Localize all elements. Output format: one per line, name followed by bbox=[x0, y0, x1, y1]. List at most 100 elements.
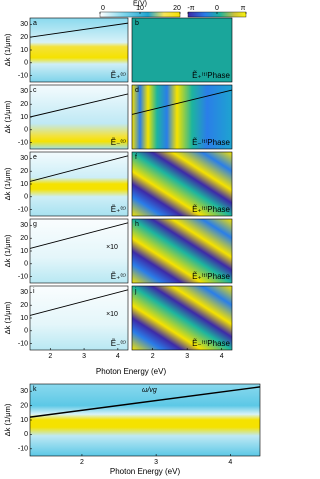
panel-letter: g bbox=[33, 221, 37, 228]
y-tick-label: 30 bbox=[20, 388, 28, 395]
panel-frame bbox=[131, 151, 233, 217]
y-tick-label: -10 bbox=[18, 273, 28, 280]
panel-letter: c bbox=[33, 87, 37, 94]
x-axis-label: Photon Energy (eV) bbox=[110, 467, 181, 476]
heatmap bbox=[30, 85, 128, 149]
heatmap bbox=[132, 152, 232, 216]
y-tick-label: 20 bbox=[20, 235, 28, 242]
x-tick-label: 3 bbox=[185, 353, 189, 360]
heatmap bbox=[132, 219, 232, 283]
y-axis-label: Δk (1/μm) bbox=[3, 100, 12, 133]
x-tick-label: 4 bbox=[220, 353, 224, 360]
y-axis-label: Δk (1/μm) bbox=[3, 403, 12, 436]
y-axis-label: Δk (1/μm) bbox=[3, 33, 12, 66]
panel-annotation: Ẽ₋⁽ᵗ⁾Phase bbox=[192, 339, 230, 348]
dispersion-line bbox=[29, 222, 129, 249]
heatmap bbox=[132, 85, 232, 149]
y-tick-label: 20 bbox=[20, 302, 28, 309]
panel-letter: f bbox=[135, 154, 137, 161]
y-tick-label: 20 bbox=[20, 402, 28, 409]
y-tick-label: 30 bbox=[20, 88, 28, 95]
panel-annotation: Ẽ₊⁽ᵗ⁾Phase bbox=[192, 71, 230, 80]
colorbar-tick-label: π bbox=[241, 5, 246, 12]
y-tick-label: 30 bbox=[20, 21, 28, 28]
y-tick-label: 10 bbox=[20, 248, 28, 255]
colorbar-tick-label: -π bbox=[187, 5, 194, 12]
y-tick-label: 0 bbox=[24, 60, 28, 67]
panel-letter: a bbox=[33, 20, 37, 27]
panel-letter: b bbox=[135, 20, 139, 27]
scale-note: ×10 bbox=[106, 244, 118, 251]
scale-note: ×10 bbox=[106, 311, 118, 318]
heatmap bbox=[30, 18, 128, 82]
panel-annotation: Ẽ₊⁽ᵗ⁾Phase bbox=[192, 272, 230, 281]
panel-frame bbox=[131, 17, 233, 83]
y-tick-label: 20 bbox=[20, 168, 28, 175]
x-axis-label: Photon Energy (eV) bbox=[96, 367, 167, 376]
y-tick-label: 30 bbox=[20, 289, 28, 296]
panel-letter: h bbox=[135, 221, 139, 228]
x-tick-label: 3 bbox=[154, 459, 158, 466]
y-tick-label: 0 bbox=[24, 431, 28, 438]
dispersion-line bbox=[29, 155, 129, 182]
x-tick-label: 4 bbox=[228, 459, 232, 466]
y-tick-label: 0 bbox=[24, 194, 28, 201]
y-tick-label: 30 bbox=[20, 155, 28, 162]
colorbar-tick-label: 0 bbox=[101, 5, 105, 12]
colorbar-tick-label: 0 bbox=[215, 5, 219, 12]
x-tick-label: 3 bbox=[82, 353, 86, 360]
colorbar-tick-label: 20 bbox=[173, 5, 181, 12]
dispersion-line bbox=[29, 289, 129, 316]
y-tick-label: 0 bbox=[24, 127, 28, 134]
panel-annotation: Ẽ₋⁽ᵗ⁾ bbox=[111, 339, 126, 348]
panel-annotation: Ẽ₊⁽ᵗ⁾Phase bbox=[192, 205, 230, 214]
colorbar-label: Ẽ(V) bbox=[133, 0, 147, 7]
panel-annotation: Ẽ₊⁽ᵗ⁾ bbox=[111, 205, 126, 214]
heatmap bbox=[132, 286, 232, 350]
y-tick-label: 10 bbox=[20, 114, 28, 121]
y-tick-label: 10 bbox=[20, 47, 28, 54]
heatmap bbox=[30, 384, 260, 456]
panel-frame bbox=[131, 218, 233, 284]
panel-letter: k bbox=[33, 386, 37, 393]
y-axis-label: Δk (1/μm) bbox=[3, 301, 12, 334]
panel-frame bbox=[131, 285, 233, 351]
y-tick-label: -10 bbox=[18, 446, 28, 453]
y-tick-label: 20 bbox=[20, 101, 28, 108]
y-tick-label: 20 bbox=[20, 34, 28, 41]
line-label: ω/vg bbox=[142, 387, 157, 394]
x-tick-label: 2 bbox=[80, 459, 84, 466]
heatmap bbox=[30, 286, 128, 350]
dispersion-line bbox=[131, 89, 233, 115]
x-tick-label: 2 bbox=[151, 353, 155, 360]
y-tick-label: -10 bbox=[18, 139, 28, 146]
heatmap bbox=[30, 152, 128, 216]
y-tick-label: 10 bbox=[20, 315, 28, 322]
y-axis-label: Δk (1/μm) bbox=[3, 234, 12, 267]
colorbar-tick-label: 10 bbox=[136, 5, 144, 12]
y-tick-label: -10 bbox=[18, 340, 28, 347]
y-tick-label: 10 bbox=[20, 417, 28, 424]
y-tick-label: -10 bbox=[18, 206, 28, 213]
panel-letter: d bbox=[135, 87, 139, 94]
heatmap bbox=[132, 18, 232, 82]
panel-annotation: Ẽ₋⁽ᵗ⁾ bbox=[111, 138, 126, 147]
panel-frame bbox=[131, 84, 233, 150]
x-tick-label: 2 bbox=[48, 353, 52, 360]
y-tick-label: 0 bbox=[24, 328, 28, 335]
dispersion-line bbox=[29, 93, 129, 118]
panel-annotation: Ẽ₊⁽ᵗ⁾ bbox=[111, 71, 126, 80]
y-tick-label: -10 bbox=[18, 72, 28, 79]
y-tick-label: 0 bbox=[24, 261, 28, 268]
dispersion-line bbox=[29, 386, 261, 418]
y-axis-label: Δk (1/μm) bbox=[3, 167, 12, 200]
y-tick-label: 10 bbox=[20, 181, 28, 188]
panel-letter: i bbox=[33, 288, 35, 295]
panel-annotation: Ẽ₊⁽ᵗ⁾ bbox=[111, 272, 126, 281]
panel-letter: j bbox=[134, 288, 137, 295]
heatmap bbox=[30, 219, 128, 283]
panel-letter: e bbox=[33, 154, 37, 161]
x-tick-label: 4 bbox=[116, 353, 120, 360]
